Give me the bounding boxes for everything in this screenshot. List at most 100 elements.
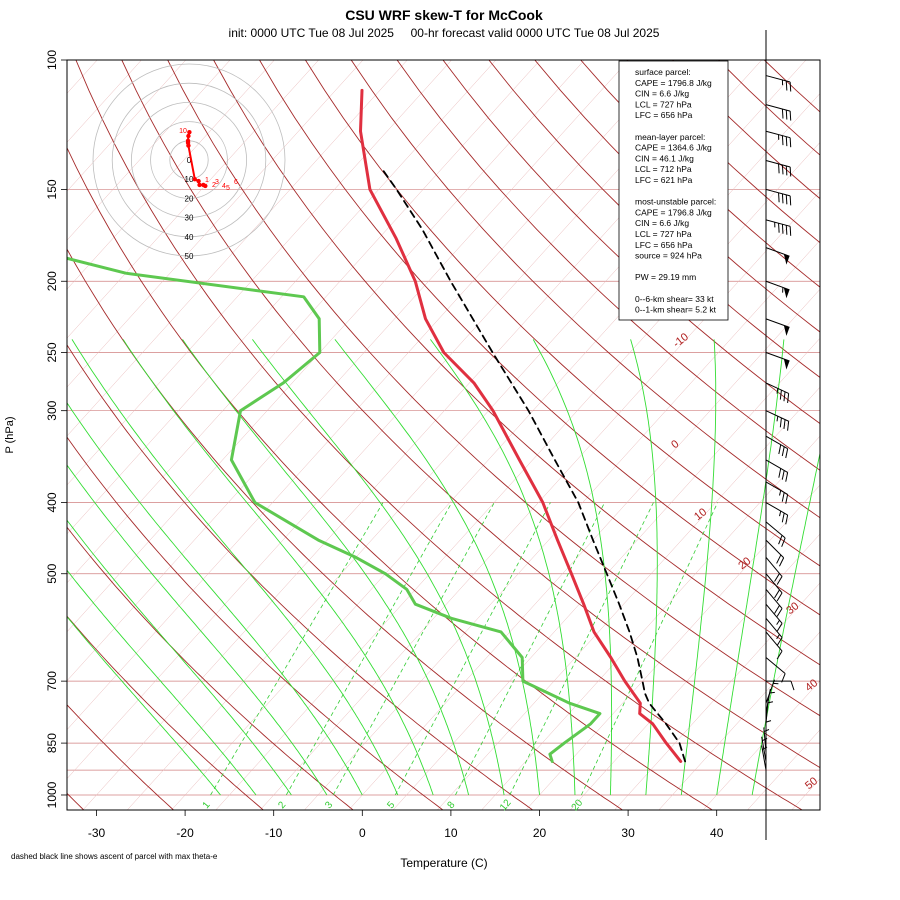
skew-grid-line: [791, 778, 820, 810]
wind-barb-full: [779, 390, 782, 400]
parameter-line: LCL = 712 hPa: [635, 164, 692, 174]
wind-barb: [765, 318, 790, 336]
hodograph-height-label: 6: [234, 179, 238, 186]
wind-barb: [765, 521, 786, 547]
wind-barb-full: [789, 111, 792, 121]
hodograph-ring: [111, 82, 267, 238]
wind-barb-shaft: [765, 219, 791, 227]
x-tick-label: 30: [621, 826, 635, 840]
wind-barb: [765, 603, 783, 632]
wind-barb: [765, 679, 779, 704]
wind-barb-full: [783, 391, 786, 402]
moist-adiabat-line: [67, 569, 257, 796]
wind-barb-shaft: [765, 435, 788, 450]
wind-barb-full: [781, 193, 784, 204]
hodograph-height-label: 10: [179, 128, 187, 135]
wind-barb-half: [782, 287, 784, 293]
wind-barb-shaft: [765, 247, 790, 257]
dry-adiabat-line: [67, 704, 175, 810]
skew-grid-line: [67, 60, 541, 584]
plot-area: [67, 44, 900, 811]
parameter-line: CIN = 6.6 J/kg: [635, 89, 689, 99]
wind-barb-shaft: [763, 727, 767, 753]
wind-barb-shaft: [765, 521, 786, 539]
wind-barb: [761, 745, 768, 771]
wind-barbs: [761, 30, 795, 840]
wind-barb-shaft: [761, 736, 767, 762]
skew-grid-line: [747, 729, 820, 810]
parameter-line: CAPE = 1364.6 J/kg: [635, 143, 712, 153]
wind-barb-half: [776, 619, 780, 625]
wind-barb: [765, 219, 792, 236]
x-tick-label: 10: [444, 826, 458, 840]
wind-barb-shaft: [765, 679, 776, 704]
wind-barb-full: [776, 592, 783, 602]
chart-title: CSU WRF skew-T for McCook: [345, 7, 543, 23]
hodograph: 0 10 20 30 40 50 12 34 56 10: [92, 63, 286, 261]
mixing-ratio-label: 2: [276, 799, 288, 811]
parameter-line: CAPE = 1796.8 J/kg: [635, 207, 712, 217]
dry-adiabat-line: [67, 615, 264, 810]
wind-barb-half: [767, 701, 774, 704]
wind-barb-shaft: [765, 573, 783, 594]
isotherm-label: 50: [803, 775, 820, 792]
wind-barb-full: [789, 82, 792, 92]
skew-grid-line: [880, 44, 900, 811]
parameter-line: CIN = 46.1 J/kg: [635, 153, 694, 163]
dry-adiabat-line: [305, 60, 820, 567]
wind-barb-full: [789, 137, 792, 148]
wind-barb-full: [781, 135, 784, 146]
skew-grid-line: [304, 239, 820, 810]
y-tick-label: 250: [45, 342, 59, 362]
y-tick-label: 400: [45, 492, 59, 512]
moist-adiabat-line: [67, 519, 292, 796]
wind-barb: [765, 698, 774, 724]
y-tick-label: 300: [45, 400, 59, 420]
wind-barb-shaft: [765, 502, 788, 516]
wind-barb-half: [778, 134, 780, 140]
mixing-ratio-line: [210, 502, 384, 796]
skew-grid-line: [259, 190, 820, 810]
wind-barb-full: [779, 417, 782, 428]
wind-barb: [765, 435, 789, 459]
hodograph-height-label: 3: [215, 179, 219, 186]
wind-barb-full: [781, 164, 784, 175]
hodograph-height-label: 1: [205, 177, 209, 184]
skew-grid-line: [171, 93, 820, 810]
y-tick-label: 850: [45, 733, 59, 753]
skew-grid-line: [348, 288, 820, 810]
moist-adiabat-line: [716, 339, 785, 796]
parameter-line: 0--1-km shear= 5.2 kt: [635, 305, 717, 315]
hodograph-point: [186, 133, 191, 139]
skew-grid-line: [658, 631, 820, 810]
y-axis-label: P (hPa): [4, 416, 16, 453]
dry-adiabat-line: [718, 60, 820, 156]
mixing-ratio-lines: [210, 502, 718, 796]
wind-barb-full: [776, 608, 783, 617]
wind-barb-full: [785, 448, 789, 459]
wind-barb-half: [773, 682, 779, 685]
wind-barb-full: [785, 494, 789, 504]
wind-barb-full: [781, 470, 785, 480]
mixing-ratio-line: [285, 502, 453, 796]
skew-grid-line: [67, 60, 98, 94]
dry-adiabat-line: [167, 60, 820, 717]
skew-grid-line: [702, 680, 820, 810]
wind-barb-half: [774, 222, 776, 228]
skewed-grid-lines: [67, 44, 900, 811]
hodograph-ring-label: 30: [185, 214, 194, 223]
skew-grid-line: [525, 484, 820, 810]
x-tick-label: -10: [265, 826, 283, 840]
skew-grid-line: [392, 337, 820, 810]
wind-barb-half: [781, 79, 784, 86]
wind-barb-full: [783, 419, 786, 430]
wind-barb-full: [785, 225, 788, 235]
moist-adiabat-line: [71, 339, 399, 796]
wind-barb-shaft: [765, 481, 788, 495]
wind-barb: [765, 247, 790, 265]
x-tick-label: 0: [359, 826, 366, 840]
moist-adiabat-line: [67, 616, 221, 796]
dry-adiabat-line: [75, 60, 803, 810]
skew-grid-line: [836, 44, 900, 811]
